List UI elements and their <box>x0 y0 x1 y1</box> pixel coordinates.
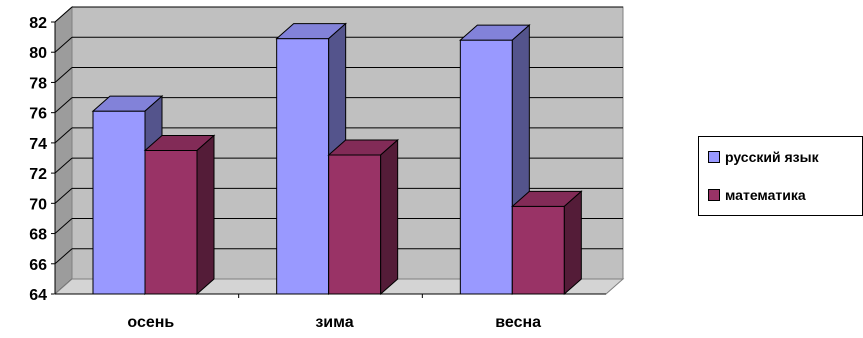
y-tick-label: 78 <box>29 75 47 92</box>
legend-label-math: математика <box>725 187 806 203</box>
y-tick-label: 68 <box>29 227 47 244</box>
legend-item-russian: русский язык <box>708 147 819 167</box>
gridline-side <box>54 97 73 114</box>
bar-side <box>380 138 399 296</box>
y-tick-label: 82 <box>29 15 47 32</box>
y-tick-label: 70 <box>29 196 47 213</box>
gridline-side <box>54 36 73 53</box>
legend-swatch-russian <box>708 151 720 163</box>
legend-swatch-math <box>708 189 720 201</box>
bar-side <box>563 190 582 296</box>
x-tick-label: осень <box>127 314 174 331</box>
bar <box>459 39 513 295</box>
x-tick-label: зима <box>315 314 353 331</box>
gridline-side <box>54 6 73 23</box>
bar <box>92 110 146 295</box>
gridline-side <box>54 157 73 174</box>
gridline-side <box>54 67 73 83</box>
bar <box>511 205 565 295</box>
gridline-side <box>54 248 73 265</box>
bar <box>328 154 382 295</box>
x-tick-label: весна <box>495 314 541 331</box>
legend-item-math: математика <box>708 185 806 205</box>
bar <box>144 149 198 295</box>
legend-label-russian: русский язык <box>725 149 819 165</box>
y-tick-label: 80 <box>29 45 47 62</box>
chart-legend: русский язык математика <box>698 136 863 216</box>
gridline-side <box>54 187 73 204</box>
y-tick-label: 76 <box>29 106 47 123</box>
gridline-side <box>54 127 73 144</box>
y-tick-label: 74 <box>29 136 47 153</box>
y-tick-label: 64 <box>29 287 47 304</box>
bar-side <box>196 134 215 296</box>
y-tick-label: 72 <box>29 166 47 183</box>
y-tick-label: 66 <box>29 257 47 274</box>
bar <box>276 38 330 295</box>
gridline-side <box>54 218 73 234</box>
